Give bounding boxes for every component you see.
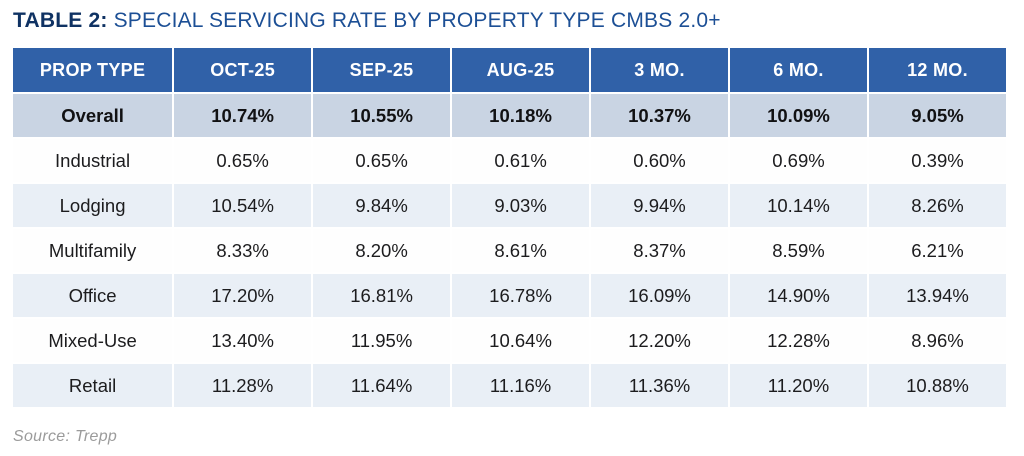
row-label: Retail — [13, 364, 173, 407]
rate-cell: 0.60% — [591, 139, 728, 182]
rate-cell: 11.28% — [174, 364, 312, 407]
rate-cell: 11.36% — [591, 364, 728, 407]
rate-cell: 16.78% — [452, 274, 590, 317]
source-note: Source: Trepp — [13, 428, 118, 445]
column-header-sep-25: SEP-25 — [313, 48, 451, 92]
rate-cell: 10.55% — [313, 94, 451, 137]
column-header-6-mo: 6 MO. — [730, 48, 867, 92]
rate-cell: 11.95% — [313, 319, 451, 362]
rate-cell: 12.28% — [730, 319, 867, 362]
rate-cell: 9.03% — [452, 184, 590, 227]
rate-cell: 8.26% — [868, 184, 1006, 227]
rate-cell: 10.14% — [730, 184, 867, 227]
column-header-prop-type: PROP TYPE — [13, 48, 173, 92]
rate-cell: 9.84% — [313, 184, 451, 227]
rate-cell: 14.90% — [730, 274, 867, 317]
rate-cell: 12.20% — [591, 319, 728, 362]
rate-cell: 10.74% — [174, 94, 312, 137]
rate-cell: 10.18% — [452, 94, 590, 137]
rate-cell: 11.16% — [452, 364, 590, 407]
table-header: PROP TYPE OCT-25 SEP-25 AUG-25 3 MO. 6 MO. 12 … — [13, 48, 1006, 92]
table-row-mixed-use: Mixed-Use 13.40% 11.95% 10.64% 12.20% 12.28% 8… — [13, 319, 1006, 362]
row-label: Industrial — [13, 139, 173, 182]
rate-cell: 10.09% — [730, 94, 867, 137]
rate-cell: 0.61% — [452, 139, 590, 182]
rate-cell: 8.96% — [868, 319, 1006, 362]
column-header-oct-25: OCT-25 — [174, 48, 312, 92]
rate-cell: 8.37% — [591, 229, 728, 272]
rate-cell: 13.40% — [174, 319, 312, 362]
rate-cell: 16.81% — [313, 274, 451, 317]
rate-cell: 9.05% — [868, 94, 1006, 137]
rate-cell: 10.37% — [591, 94, 728, 137]
table-body: Overall 10.74% 10.55% 10.18% 10.37% 10.09% 9.0… — [13, 94, 1006, 407]
column-header-3-mo: 3 MO. — [591, 48, 728, 92]
column-header-12-mo: 12 MO. — [868, 48, 1006, 92]
rate-cell: 8.20% — [313, 229, 451, 272]
rate-cell: 0.39% — [868, 139, 1006, 182]
table-row-multifamily: Multifamily 8.33% 8.20% 8.61% 8.37% 8.59% 6.21… — [13, 229, 1006, 272]
rate-cell: 13.94% — [868, 274, 1006, 317]
table-title: TABLE 2: SPECIAL SERVICING RATE BY PROPE… — [13, 8, 721, 34]
table-title-text: SPECIAL SERVICING RATE BY PROPERTY TYPE … — [107, 9, 721, 32]
rate-cell: 10.64% — [452, 319, 590, 362]
table-row-office: Office 17.20% 16.81% 16.78% 16.09% 14.90% 13.9… — [13, 274, 1006, 317]
table-row-overall: Overall 10.74% 10.55% 10.18% 10.37% 10.09% 9.0… — [13, 94, 1006, 137]
table-title-prefix: TABLE 2: — [13, 9, 108, 32]
rate-cell: 17.20% — [174, 274, 312, 317]
rate-cell: 16.09% — [591, 274, 728, 317]
table-row-retail: Retail 11.28% 11.64% 11.16% 11.36% 11.20% 10.8… — [13, 364, 1006, 407]
table-row-industrial: Industrial 0.65% 0.65% 0.61% 0.60% 0.69% 0.39% — [13, 139, 1006, 182]
special-servicing-rate-table: PROP TYPE OCT-25 SEP-25 AUG-25 3 MO. 6 MO. 12 … — [11, 46, 1008, 409]
table-header-row: PROP TYPE OCT-25 SEP-25 AUG-25 3 MO. 6 MO. 12 … — [13, 48, 1006, 92]
row-label: Overall — [13, 94, 173, 137]
row-label: Lodging — [13, 184, 173, 227]
rate-cell: 6.21% — [868, 229, 1006, 272]
rate-cell: 0.65% — [313, 139, 451, 182]
rate-cell: 11.20% — [730, 364, 867, 407]
row-label: Mixed-Use — [13, 319, 173, 362]
table-row-lodging: Lodging 10.54% 9.84% 9.03% 9.94% 10.14% 8.26% — [13, 184, 1006, 227]
rate-cell: 9.94% — [591, 184, 728, 227]
rate-cell: 11.64% — [313, 364, 451, 407]
rate-cell: 10.54% — [174, 184, 312, 227]
rate-cell: 10.88% — [868, 364, 1006, 407]
rate-cell: 0.69% — [730, 139, 867, 182]
rate-cell: 8.33% — [174, 229, 312, 272]
rate-cell: 8.61% — [452, 229, 590, 272]
row-label: Office — [13, 274, 173, 317]
row-label: Multifamily — [13, 229, 173, 272]
rate-cell: 0.65% — [174, 139, 312, 182]
column-header-aug-25: AUG-25 — [452, 48, 590, 92]
rate-cell: 8.59% — [730, 229, 867, 272]
